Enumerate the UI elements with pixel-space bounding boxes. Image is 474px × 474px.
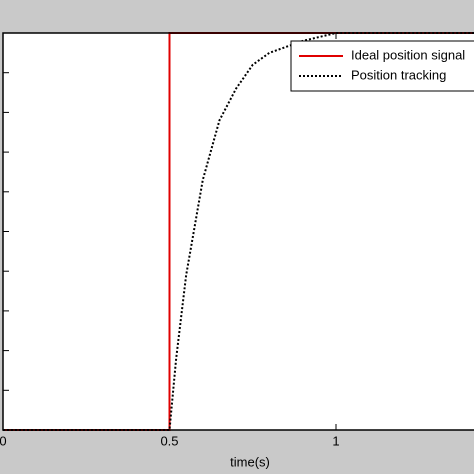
x-tick-label: 0 xyxy=(0,433,7,448)
legend-label: Position tracking xyxy=(351,67,446,82)
plot-area xyxy=(3,33,474,430)
x-axis-label: time(s) xyxy=(230,454,270,469)
legend-label: Ideal position signal xyxy=(351,47,465,62)
plot-frame xyxy=(2,32,474,431)
legend-box xyxy=(290,40,474,92)
x-tick-label: 1 xyxy=(332,433,339,448)
legend: Ideal position signal Position tracking xyxy=(290,40,474,92)
x-tick-label: 0.5 xyxy=(160,433,178,448)
